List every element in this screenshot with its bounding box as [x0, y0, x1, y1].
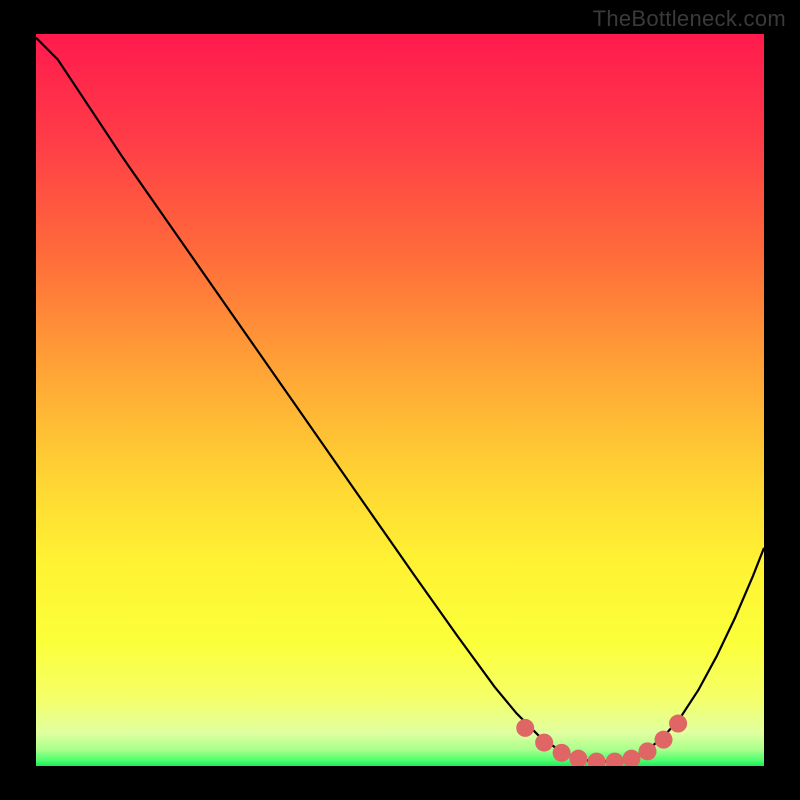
valley-marker: [606, 753, 624, 766]
valley-marker: [623, 750, 641, 766]
valley-markers: [516, 715, 687, 766]
valley-marker: [569, 750, 587, 766]
valley-marker: [553, 744, 571, 762]
plot-area: [36, 34, 764, 766]
curve-svg: [36, 34, 764, 766]
watermark-text: TheBottleneck.com: [593, 6, 786, 32]
valley-marker: [655, 731, 673, 749]
bottleneck-curve: [36, 38, 764, 762]
valley-marker: [516, 719, 534, 737]
valley-marker: [588, 753, 606, 766]
valley-marker: [669, 715, 687, 733]
chart-stage: TheBottleneck.com: [0, 0, 800, 800]
valley-marker: [639, 742, 657, 760]
valley-marker: [535, 734, 553, 752]
